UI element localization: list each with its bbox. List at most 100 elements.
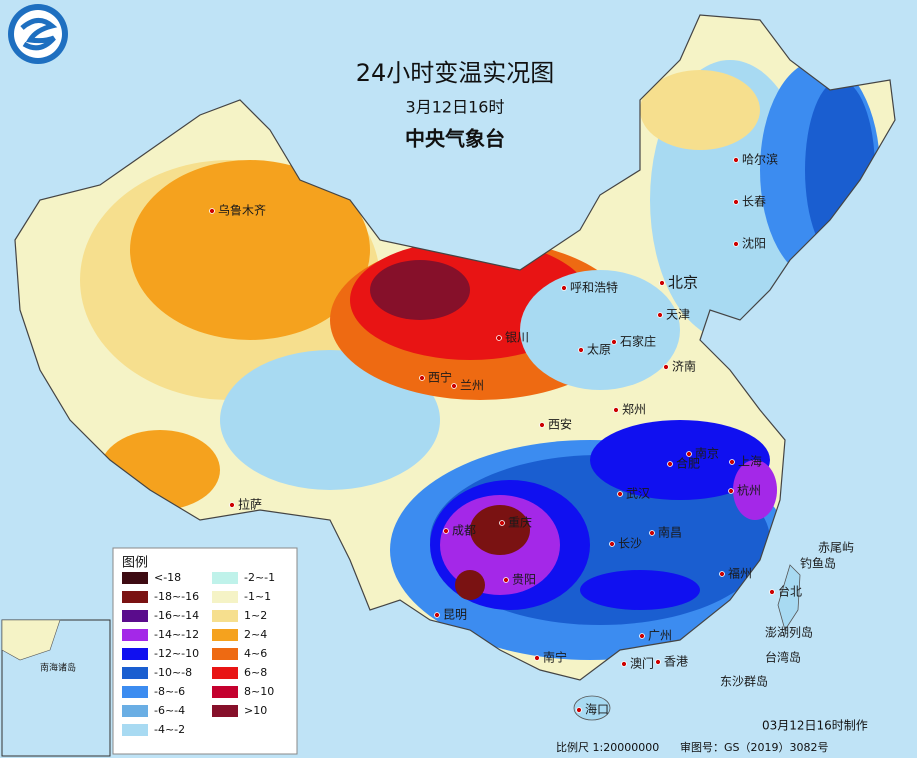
legend-swatch <box>212 629 238 641</box>
legend-label: 8~10 <box>244 685 274 698</box>
city-dot <box>451 383 457 389</box>
footer-approval: 审图号：GS（2019）3082号 <box>680 740 829 754</box>
legend-label: -18~-16 <box>154 590 199 603</box>
city-label: 南宁 <box>543 650 567 665</box>
city-dot <box>667 461 673 467</box>
inset-label: 南海诸岛 <box>40 662 76 674</box>
legend-title: 图例 <box>122 556 148 571</box>
city-dot <box>534 655 540 661</box>
city-dot <box>728 488 734 494</box>
legend-swatch <box>122 667 148 679</box>
city-label: 西宁 <box>428 370 452 385</box>
city-label: 澳门 <box>630 656 654 671</box>
legend-label: -6~-4 <box>154 704 185 717</box>
city-label: 天津 <box>666 308 690 322</box>
city-label: 海口 <box>585 702 609 717</box>
legend-swatch <box>122 591 148 603</box>
legend-label: >10 <box>244 704 267 717</box>
city-label: 武汉 <box>626 487 650 501</box>
city-label: 石家庄 <box>620 334 656 349</box>
legend-swatch <box>212 705 238 717</box>
island-label: 赤尾屿 <box>818 541 854 555</box>
city-dot <box>434 612 440 618</box>
city-dot <box>733 157 739 163</box>
city-dot <box>657 312 663 318</box>
legend-swatch <box>212 591 238 603</box>
agency: 中央气象台 <box>405 127 505 151</box>
footer-made: 03月12日16时制作 <box>762 719 868 733</box>
logo <box>8 4 68 64</box>
title: 24小时变温实况图 <box>356 59 555 87</box>
city-dot <box>611 339 617 345</box>
city-dot <box>733 199 739 205</box>
city-label: 拉萨 <box>238 497 262 512</box>
legend-swatch <box>122 610 148 622</box>
footer-scale: 比例尺 1:20000000 <box>556 740 659 754</box>
city-dot <box>769 589 775 595</box>
city-label: 沈阳 <box>742 236 766 251</box>
legend-swatch <box>212 686 238 698</box>
legend-label: -4~-2 <box>154 723 185 736</box>
city-dot <box>655 659 661 665</box>
city-label: 昆明 <box>443 608 467 622</box>
legend-swatch <box>122 648 148 660</box>
city-dot <box>578 347 584 353</box>
city-dot <box>729 459 735 465</box>
legend-swatch <box>122 572 148 584</box>
city-label: 北京 <box>668 274 698 292</box>
hainan <box>573 695 611 721</box>
city-dot <box>229 502 235 508</box>
subtitle: 3月12日16时 <box>406 98 505 117</box>
legend-label: -8~-6 <box>154 685 185 698</box>
city-label: 合肥 <box>676 456 700 471</box>
city-label: 台北 <box>778 584 802 599</box>
legend-swatch <box>212 572 238 584</box>
city-dot <box>209 208 215 214</box>
city-label: 广州 <box>648 629 672 643</box>
city-dot <box>686 451 692 457</box>
city-dot <box>576 707 582 713</box>
city-dot <box>649 530 655 536</box>
city-label: 贵阳 <box>512 573 536 587</box>
city-label: 太原 <box>587 342 611 357</box>
city-dot <box>609 541 615 547</box>
city-label: 长春 <box>742 195 766 209</box>
city-label: 上海 <box>738 454 762 469</box>
city-label: 南京 <box>695 446 719 461</box>
city-dot <box>419 375 425 381</box>
legend-label: -14~-12 <box>154 628 199 641</box>
border <box>14 14 896 681</box>
city-dot <box>499 520 505 526</box>
city-label: 呼和浩特 <box>570 280 618 295</box>
island-label: 钓鱼岛 <box>800 556 836 571</box>
city-dot <box>617 491 623 497</box>
legend-swatch <box>212 610 238 622</box>
legend-swatch <box>212 648 238 660</box>
city-dot <box>539 422 545 428</box>
city-label: 长沙 <box>618 537 642 551</box>
legend-label: 2~4 <box>244 628 267 641</box>
legend-label: -2~-1 <box>244 571 275 584</box>
legend-swatch <box>212 667 238 679</box>
city-label: 银川 <box>505 331 529 345</box>
city-label: 哈尔滨 <box>742 152 778 167</box>
legend-label: -16~-14 <box>154 609 199 622</box>
city-dot <box>613 407 619 413</box>
city-label: 郑州 <box>622 402 646 417</box>
legend-swatch <box>122 724 148 736</box>
legend-label: 6~8 <box>244 666 267 679</box>
city-label: 兰州 <box>460 379 484 393</box>
city-dot <box>621 661 627 667</box>
city-dot <box>733 241 739 247</box>
inset: 南海诸岛 <box>1 619 111 757</box>
city-label: 重庆 <box>508 516 532 530</box>
legend-label: -12~-10 <box>154 647 199 660</box>
taiwan <box>777 564 801 631</box>
city-label: 福州 <box>728 566 752 581</box>
city-dot <box>496 335 502 341</box>
legend-label: -10~-8 <box>154 666 192 679</box>
legend-label: -1~1 <box>244 590 271 603</box>
island-label: 澎湖列岛 <box>765 625 813 640</box>
island-label: 台湾岛 <box>765 650 801 665</box>
